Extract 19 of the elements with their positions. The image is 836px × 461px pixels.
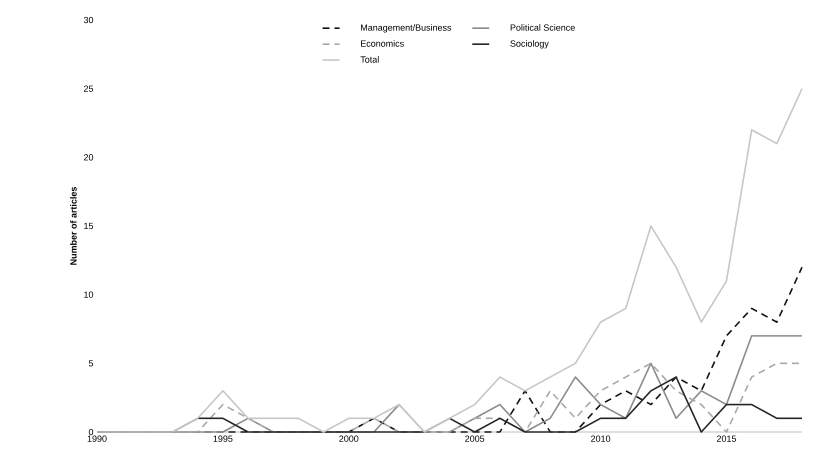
x-tick-label: 2005: [465, 436, 484, 442]
legend-label: Political Science: [510, 24, 575, 31]
x-tick-label: 2015: [716, 436, 736, 442]
legend-label: Economics: [361, 40, 404, 47]
y-tick-label: 0: [88, 428, 94, 436]
y-tick-label: 10: [84, 291, 94, 298]
y-tick-label: 20: [84, 154, 94, 161]
x-tick-label: 1990: [88, 436, 107, 442]
x-tick-label: 1995: [214, 436, 232, 442]
y-tick-label: 25: [84, 85, 94, 92]
y-tick-label: 30: [84, 16, 94, 24]
x-tick-label: 2010: [591, 436, 610, 442]
x-tick-label: 2000: [339, 436, 358, 442]
y-tick-label: 15: [84, 222, 94, 230]
legend-label: Total: [360, 56, 379, 63]
y-axis-title: Number of articles: [70, 187, 77, 265]
legend-label: Sociology: [510, 40, 549, 48]
y-tick-label: 5: [88, 360, 94, 366]
legend-label: Management/Business: [361, 24, 452, 33]
